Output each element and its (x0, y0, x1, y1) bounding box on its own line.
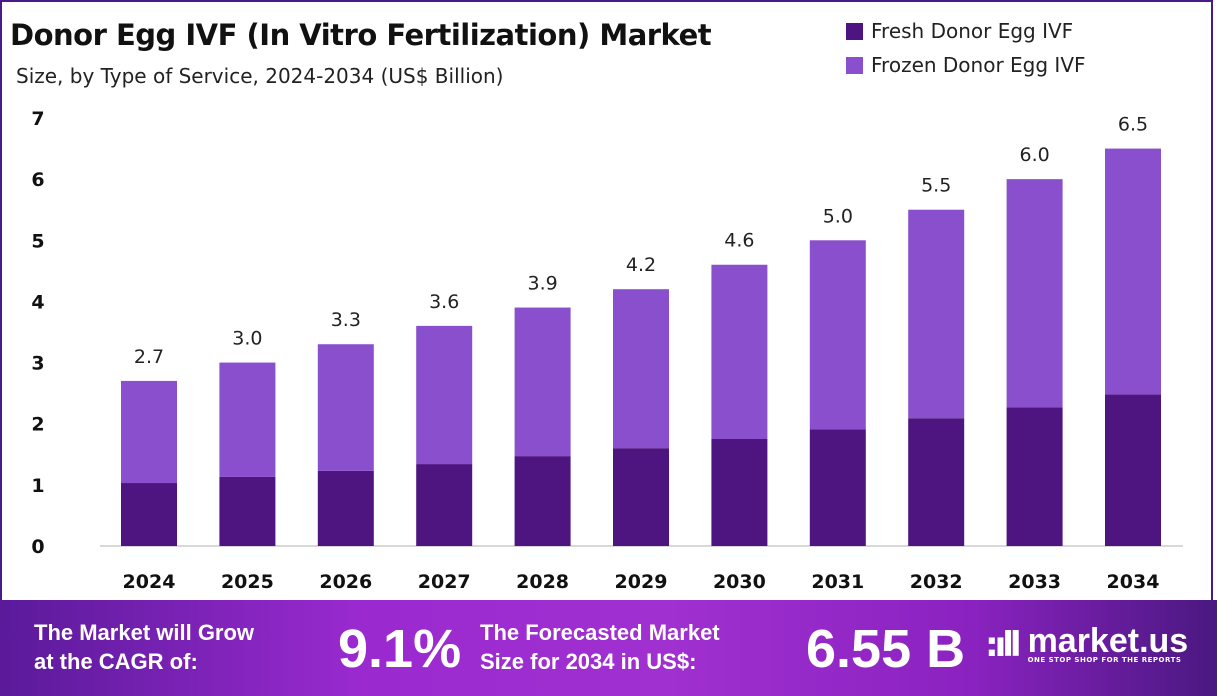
x-tick-label: 2031 (811, 571, 864, 593)
market-us-logo: :ıll market.us ONE STOP SHOP FOR THE REP… (985, 622, 1189, 665)
total-label: 5.0 (823, 205, 853, 227)
cagr-label: The Market will Grow at the CAGR of: (34, 618, 254, 676)
total-label: 4.2 (626, 254, 656, 276)
total-label: 6.0 (1019, 144, 1049, 166)
bar-frozen-2027 (416, 325, 473, 465)
bar-fresh-2024 (121, 483, 177, 546)
total-label: 2.7 (134, 346, 164, 368)
logo-icon: :ıll (985, 625, 1022, 665)
total-label: 6.5 (1118, 114, 1148, 136)
summary-banner: The Market will Grow at the CAGR of: 9.1… (0, 600, 1217, 696)
legend-item-frozen: Frozen Donor Egg IVF (846, 48, 1086, 82)
x-tick-label: 2033 (1008, 571, 1061, 593)
legend-label-frozen: Frozen Donor Egg IVF (871, 53, 1086, 77)
y-tick-label: 2 (31, 414, 44, 436)
bar-frozen-2028 (514, 307, 571, 457)
bar-fresh-2027 (416, 464, 473, 546)
bar-frozen-2034 (1105, 148, 1161, 395)
bar-fresh-2033 (1006, 407, 1063, 546)
bar-frozen-2030 (711, 264, 768, 439)
y-tick-label: 3 (31, 353, 44, 375)
legend: Fresh Donor Egg IVF Frozen Donor Egg IVF (846, 14, 1086, 82)
y-tick-label: 5 (31, 230, 44, 252)
bar-frozen-2031 (809, 240, 866, 430)
plot-area: 0 1 2 3 4 5 6 7 2.7 2024 3.0 2025 3.3 2026 3.6 2027 3.9 2… (31, 108, 1183, 593)
x-tick-label: 2027 (418, 571, 471, 593)
forecast-label-line1: The Forecasted Market (480, 620, 720, 645)
total-label: 3.0 (232, 328, 262, 350)
cagr-label-line1: The Market will Grow (34, 620, 255, 645)
total-label: 4.6 (724, 230, 754, 252)
legend-swatch-fresh (846, 22, 863, 40)
chart-frame (0, 0, 1213, 600)
legend-label-fresh: Fresh Donor Egg IVF (871, 19, 1074, 43)
bar-frozen-2033 (1006, 179, 1063, 408)
cagr-label-line2: at the CAGR of: (34, 649, 198, 674)
total-label: 3.3 (331, 309, 361, 331)
chart-title: Donor Egg IVF (In Vitro Fertilization) M… (10, 18, 712, 52)
cagr-value: 9.1% (338, 619, 462, 679)
bar-frozen-2024 (121, 380, 177, 484)
chart-subtitle: Size, by Type of Service, 2024-2034 (US$… (16, 64, 504, 88)
legend-item-fresh: Fresh Donor Egg IVF (846, 14, 1086, 48)
bar-fresh-2028 (514, 456, 571, 546)
forecast-label-line2: Size for 2034 in US$: (480, 649, 697, 674)
y-tick-label: 6 (31, 169, 44, 191)
bar-frozen-2025 (219, 362, 276, 477)
x-tick-label: 2034 (1107, 571, 1160, 593)
bar-fresh-2031 (809, 429, 866, 546)
x-tick-label: 2030 (713, 571, 766, 593)
bar-fresh-2034 (1105, 394, 1161, 546)
total-label: 3.9 (527, 273, 557, 295)
x-tick-label: 2029 (615, 571, 668, 593)
bar-fresh-2030 (711, 439, 768, 546)
y-tick-label: 1 (31, 475, 44, 497)
logo-tagline: ONE STOP SHOP FOR THE REPORTS (1027, 656, 1182, 664)
bar-fresh-2025 (219, 476, 276, 546)
y-tick-label: 4 (31, 291, 44, 313)
total-label: 3.6 (429, 291, 459, 313)
bar-fresh-2029 (613, 448, 669, 546)
x-tick-label: 2025 (221, 571, 274, 593)
forecast-value: 6.55 B (806, 619, 966, 679)
bar-fresh-2026 (317, 470, 374, 546)
bar-frozen-2026 (317, 344, 374, 471)
legend-swatch-frozen (846, 56, 863, 74)
forecast-label: The Forecasted Market Size for 2034 in U… (480, 618, 720, 676)
y-tick-label: 7 (31, 108, 44, 130)
x-tick-label: 2032 (910, 571, 963, 593)
logo-name: market.us (1027, 622, 1189, 660)
bar-frozen-2032 (908, 209, 965, 419)
x-tick-label: 2024 (123, 571, 176, 593)
bar-fresh-2032 (908, 418, 965, 546)
total-label: 5.5 (921, 175, 951, 197)
y-tick-label: 0 (31, 536, 44, 558)
x-tick-label: 2026 (319, 571, 372, 593)
bar-frozen-2029 (613, 289, 669, 449)
x-tick-label: 2028 (516, 571, 569, 593)
